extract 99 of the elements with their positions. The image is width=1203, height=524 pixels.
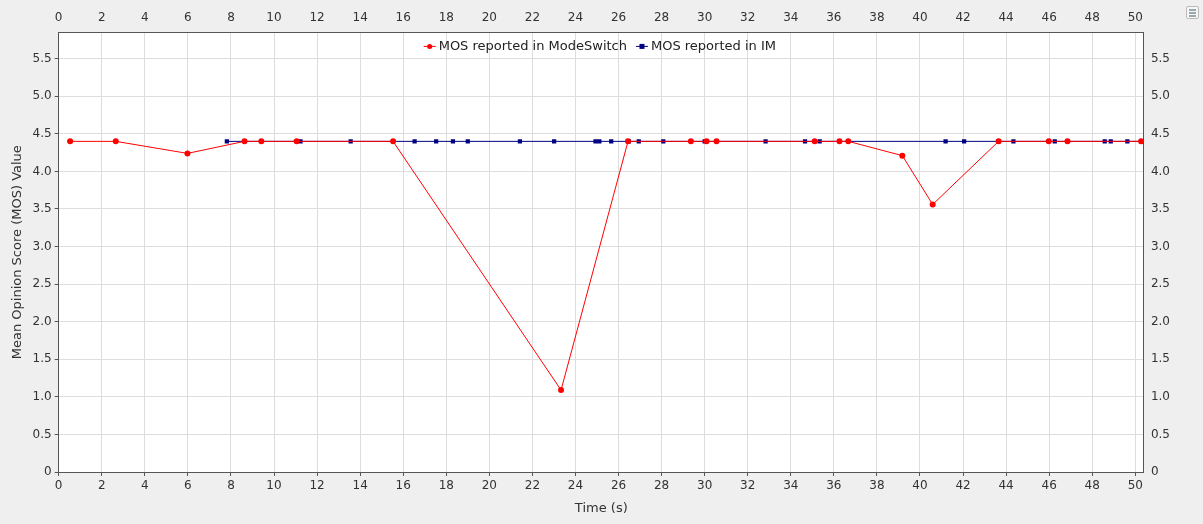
point [184, 150, 191, 157]
x2-tick-label: 16 [395, 10, 411, 25]
point [929, 201, 936, 208]
y-tick-label: 1.0 [32, 388, 52, 403]
x2-tick-label: 10 [266, 10, 282, 25]
x2-tick-label: 8 [227, 10, 235, 25]
x-tick-label: 34 [783, 478, 799, 493]
point [836, 138, 843, 145]
y2-tick-label: 4.5 [1150, 125, 1171, 140]
x-tick-label: 32 [740, 478, 756, 493]
point [67, 138, 74, 145]
legend-label: MOS reported in ModeSwitch [438, 37, 627, 53]
x2-tick-label: 0 [54, 10, 63, 25]
x-tick-label: 38 [869, 478, 885, 493]
point [1064, 138, 1071, 145]
x2-tick-label: 28 [653, 10, 670, 25]
y2-tick-label: 3.0 [1150, 238, 1171, 253]
point [713, 138, 720, 145]
x2-tick-label: 2 [97, 10, 106, 25]
point [112, 138, 119, 145]
x2-tick-label: 12 [309, 10, 325, 25]
y-tick-label: 4.0 [32, 163, 52, 178]
x2-tick-label: 40 [912, 10, 928, 25]
y2-tick-label: 5.0 [1150, 88, 1171, 103]
point [258, 138, 265, 145]
y2-tick-label: 1.0 [1150, 388, 1171, 403]
x2-tick-label: 26 [610, 10, 627, 25]
x2-tick-label: 50 [1127, 10, 1143, 25]
y2-tick-label: 2.5 [1150, 276, 1171, 291]
x2-tick-label: 32 [740, 10, 756, 25]
y-tick-label: 2.5 [32, 276, 52, 291]
x-tick-label: 30 [697, 478, 713, 493]
y-tick-label: 2.0 [32, 313, 52, 328]
x2-tick-label: 22 [524, 10, 541, 25]
point [390, 138, 397, 145]
x-tick-label: 28 [653, 478, 670, 493]
y2-tick-label: 1.5 [1150, 351, 1171, 366]
legend-label: MOS reported in IM [650, 37, 776, 53]
x-tick-label: 40 [912, 478, 928, 493]
y2-tick-label: 4.0 [1150, 163, 1171, 178]
y-tick-label: 4.5 [32, 125, 52, 140]
x2-tick-label: 18 [438, 10, 454, 25]
x-tick-label: 26 [610, 478, 627, 493]
x2-tick-label: 42 [955, 10, 971, 25]
x-tick-label: 14 [352, 478, 368, 493]
x-tick-label: 0 [54, 478, 63, 493]
x2-tick-label: 24 [567, 10, 584, 25]
y-tick-label: 0.5 [32, 426, 52, 441]
x-tick-label: 8 [227, 478, 235, 493]
y-tick-label: 0 [44, 464, 52, 479]
point [943, 139, 948, 144]
x2-tick-label: 30 [697, 10, 713, 25]
x-tick-label: 50 [1127, 478, 1143, 493]
x-tick-label: 20 [481, 478, 497, 493]
point [412, 139, 417, 144]
y2-tick-label: 5.5 [1150, 50, 1171, 65]
x-tick-label: 16 [395, 478, 411, 493]
x2-tick-label: 44 [998, 10, 1014, 25]
point [899, 152, 906, 159]
point [293, 138, 300, 145]
x-tick-label: 18 [438, 478, 454, 493]
x2-tick-label: 36 [826, 10, 842, 25]
x2-tick-label: 4 [140, 10, 149, 25]
y-tick-label: 1.5 [32, 351, 52, 366]
y-tick-label: 3.0 [32, 238, 52, 253]
x2-tick-label: 20 [481, 10, 497, 25]
x-tick-label: 46 [1041, 478, 1057, 493]
x-axis-title: Time (s) [573, 499, 628, 515]
x-tick-label: 22 [524, 478, 541, 493]
y-tick-label: 5.0 [32, 88, 52, 103]
point [241, 138, 248, 145]
x2-tick-label: 6 [184, 10, 192, 25]
x-tick-label: 6 [184, 478, 192, 493]
y-axis-title: Mean Opinion Score (MOS) Value [9, 145, 25, 360]
x-tick-label: 42 [955, 478, 971, 493]
x-tick-label: 24 [567, 478, 584, 493]
point [558, 387, 565, 394]
y2-tick-label: 3.5 [1150, 201, 1171, 216]
x-tick-label: 4 [140, 478, 149, 493]
point [845, 138, 852, 145]
x-tick-label: 48 [1084, 478, 1100, 493]
point [1045, 138, 1052, 145]
point [811, 138, 818, 145]
x2-tick-label: 48 [1084, 10, 1100, 25]
y2-tick-label: 0 [1150, 464, 1159, 479]
point [687, 138, 694, 145]
x2-tick-label: 38 [869, 10, 885, 25]
x2-tick-label: 46 [1041, 10, 1057, 25]
x2-tick-label: 34 [783, 10, 799, 25]
x-tick-label: 10 [266, 478, 282, 493]
x-tick-label: 12 [309, 478, 325, 493]
x-tick-label: 44 [998, 478, 1014, 493]
y-tick-label: 5.5 [32, 50, 52, 65]
y-tick-label: 3.5 [32, 201, 52, 216]
y2-tick-label: 0.5 [1150, 426, 1171, 441]
x-tick-label: 36 [826, 478, 842, 493]
x2-tick-label: 14 [352, 10, 368, 25]
y2-tick-label: 2.0 [1150, 313, 1171, 328]
x-tick-label: 2 [97, 478, 106, 493]
